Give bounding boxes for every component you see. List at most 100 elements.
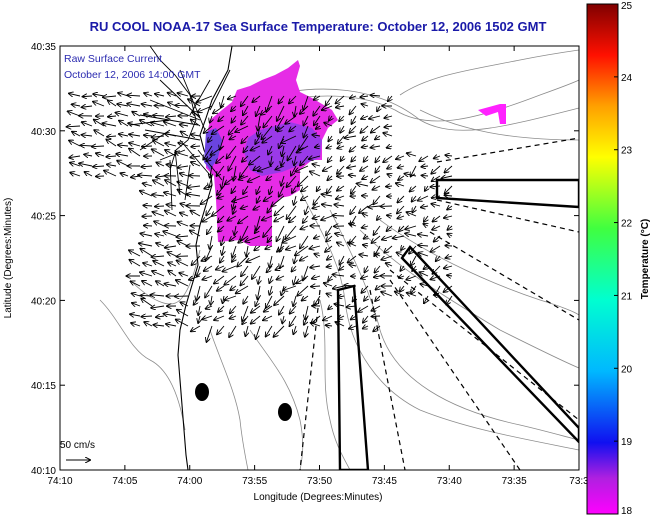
y-axis-ticks: 40:35 40:30 40:25 40:20 40:15 40:10 — [31, 42, 579, 477]
current-vector — [214, 275, 225, 284]
current-vector — [364, 236, 368, 239]
current-vector — [92, 146, 105, 147]
current-vector — [324, 123, 333, 126]
current-vector — [337, 242, 345, 246]
current-vector — [424, 295, 428, 303]
current-vector — [141, 166, 153, 167]
current-vector — [297, 285, 309, 296]
current-vector — [291, 265, 296, 271]
current-vector — [271, 195, 285, 206]
current-vector — [233, 165, 236, 181]
current-vector — [265, 246, 273, 249]
current-vector — [142, 104, 153, 106]
current-vector — [369, 116, 381, 119]
current-vector — [303, 265, 309, 280]
current-vector — [176, 236, 189, 237]
current-vector — [168, 252, 177, 256]
current-vector — [371, 235, 381, 243]
colorbar-ticks: 25 24 23 22 21 20 19 18 — [614, 1, 633, 517]
current-vector — [230, 286, 237, 290]
current-vector — [384, 126, 393, 127]
x-tick-label: 73:50 — [307, 476, 332, 487]
current-vector — [349, 326, 357, 329]
current-vector — [335, 233, 345, 236]
current-vector — [238, 235, 249, 243]
current-vector — [418, 234, 429, 236]
current-vector — [374, 265, 381, 273]
current-vector — [190, 230, 201, 237]
current-vector — [281, 135, 297, 143]
current-vector — [204, 125, 213, 133]
current-vector — [153, 140, 165, 147]
current-vector — [243, 185, 249, 194]
current-vector — [119, 134, 129, 136]
current-vector — [431, 204, 441, 206]
current-vector — [347, 166, 357, 168]
current-vector — [180, 302, 189, 306]
current-vector — [314, 115, 321, 125]
current-vector — [129, 260, 141, 267]
current-vector — [229, 325, 237, 337]
current-vector — [138, 175, 153, 176]
current-vector — [69, 141, 81, 147]
colorbar-tick-label: 25 — [621, 1, 633, 12]
current-vector — [140, 233, 153, 236]
current-vector — [372, 186, 381, 190]
colorbar-tick-label: 18 — [621, 506, 633, 517]
current-vector — [206, 155, 213, 161]
current-vector — [192, 255, 201, 265]
current-vector — [412, 195, 416, 202]
current-vector — [241, 265, 249, 276]
current-vector — [349, 125, 357, 133]
current-vector — [279, 185, 285, 197]
current-vector — [238, 215, 249, 223]
current-vector — [140, 191, 153, 197]
transect-box-north — [435, 178, 579, 209]
current-vector — [297, 275, 309, 283]
current-vector — [327, 256, 333, 260]
current-vector — [351, 115, 357, 124]
x-tick-label: 74:10 — [47, 476, 72, 487]
current-vector — [222, 265, 237, 272]
current-vector — [106, 156, 117, 157]
current-vector — [387, 225, 393, 231]
current-vector — [68, 111, 81, 117]
current-vector — [252, 95, 261, 102]
current-vector — [317, 185, 320, 191]
current-vector — [204, 186, 213, 189]
current-vector — [175, 105, 189, 106]
current-vector — [143, 205, 153, 206]
current-vector — [419, 272, 429, 276]
current-vector — [371, 305, 381, 311]
current-vector — [279, 305, 285, 315]
current-vector — [383, 133, 393, 136]
current-vector — [277, 105, 285, 121]
current-vector — [322, 204, 333, 206]
raritan-bay-shore — [149, 46, 197, 171]
mooring-marker-2 — [278, 403, 292, 421]
current-vector — [370, 95, 381, 96]
current-vector — [301, 195, 309, 200]
current-vector — [82, 106, 93, 107]
current-vector — [205, 285, 213, 297]
current-vector — [360, 165, 369, 171]
current-vector — [256, 185, 260, 194]
current-vector — [130, 314, 141, 316]
current-vector — [198, 105, 213, 112]
current-vector — [377, 216, 380, 220]
transect-box-middle — [400, 245, 579, 444]
current-vector — [344, 136, 357, 138]
current-vector — [387, 166, 392, 169]
temperature-colorbar — [586, 3, 619, 515]
current-vector — [191, 325, 201, 331]
current-vector — [217, 196, 225, 198]
current-vector — [225, 175, 237, 184]
current-vector — [245, 325, 248, 336]
current-vector — [300, 226, 309, 229]
current-vector — [168, 93, 177, 96]
current-vector — [323, 165, 333, 171]
current-vector — [381, 255, 393, 260]
x-axis-label: Longitude (Degrees:Minutes) — [254, 492, 383, 503]
current-vector — [178, 143, 189, 146]
current-vector — [153, 325, 165, 326]
